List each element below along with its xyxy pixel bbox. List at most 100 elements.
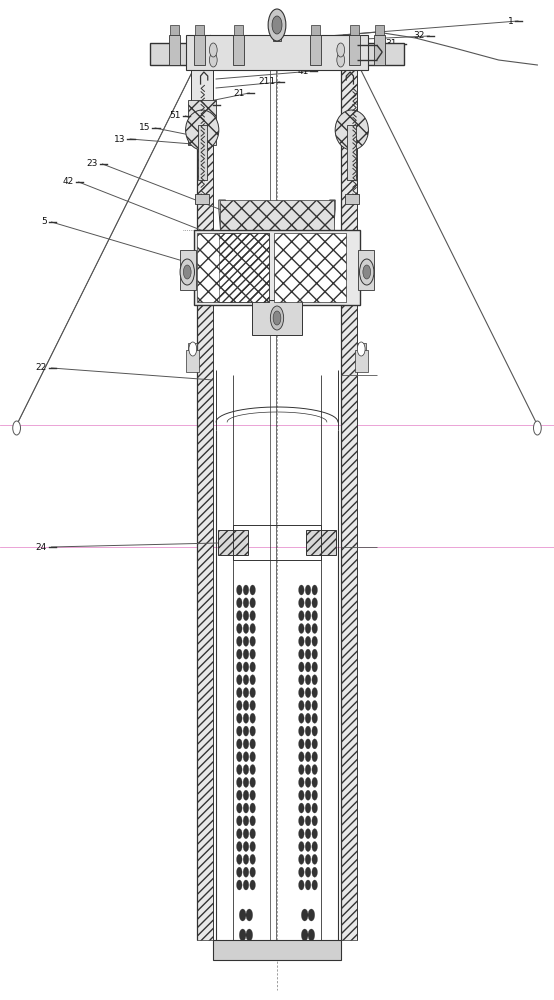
Circle shape	[312, 675, 317, 685]
Circle shape	[243, 662, 249, 672]
Circle shape	[312, 649, 317, 659]
Circle shape	[239, 929, 246, 941]
Text: 12: 12	[330, 56, 342, 66]
Circle shape	[243, 700, 249, 710]
Circle shape	[299, 713, 304, 723]
Circle shape	[243, 752, 249, 762]
Circle shape	[183, 265, 191, 279]
Circle shape	[243, 713, 249, 723]
Bar	[311, 25, 320, 35]
Circle shape	[237, 675, 242, 685]
Circle shape	[301, 909, 308, 921]
Bar	[358, 250, 374, 290]
Circle shape	[237, 585, 242, 595]
Circle shape	[246, 929, 253, 941]
Text: 24: 24	[36, 542, 47, 552]
Circle shape	[237, 829, 242, 839]
Circle shape	[305, 829, 311, 839]
Circle shape	[180, 259, 194, 285]
Circle shape	[312, 726, 317, 736]
Bar	[195, 25, 204, 35]
Circle shape	[237, 752, 242, 762]
Circle shape	[243, 675, 249, 685]
Circle shape	[272, 16, 282, 34]
Bar	[341, 60, 357, 940]
Circle shape	[299, 842, 304, 852]
Circle shape	[237, 765, 242, 775]
Circle shape	[270, 306, 284, 330]
Polygon shape	[219, 200, 335, 279]
Circle shape	[299, 726, 304, 736]
Bar	[375, 25, 384, 35]
Bar	[345, 194, 359, 204]
Bar	[218, 530, 248, 555]
Circle shape	[305, 867, 311, 877]
Circle shape	[305, 598, 311, 608]
Bar	[274, 233, 346, 302]
Circle shape	[237, 636, 242, 646]
Circle shape	[237, 688, 242, 698]
Circle shape	[250, 636, 255, 646]
Text: 21: 21	[233, 89, 245, 98]
Circle shape	[337, 43, 345, 57]
Bar	[357, 343, 366, 355]
Circle shape	[243, 765, 249, 775]
Text: 14: 14	[200, 101, 212, 109]
Circle shape	[299, 611, 304, 621]
Circle shape	[305, 816, 311, 826]
Circle shape	[312, 854, 317, 864]
Circle shape	[312, 623, 317, 633]
Circle shape	[308, 909, 315, 921]
Circle shape	[308, 929, 315, 941]
Circle shape	[237, 611, 242, 621]
Circle shape	[312, 842, 317, 852]
Circle shape	[305, 611, 311, 621]
Circle shape	[250, 739, 255, 749]
Ellipse shape	[186, 110, 219, 150]
Circle shape	[250, 829, 255, 839]
Circle shape	[243, 790, 249, 800]
Circle shape	[299, 816, 304, 826]
Circle shape	[243, 688, 249, 698]
Circle shape	[305, 675, 311, 685]
Circle shape	[299, 649, 304, 659]
Circle shape	[239, 909, 246, 921]
Circle shape	[363, 265, 371, 279]
Circle shape	[250, 752, 255, 762]
Circle shape	[237, 854, 242, 864]
Circle shape	[209, 53, 217, 67]
Circle shape	[312, 752, 317, 762]
Circle shape	[299, 636, 304, 646]
Circle shape	[243, 816, 249, 826]
Circle shape	[312, 829, 317, 839]
Circle shape	[299, 880, 304, 890]
Circle shape	[237, 700, 242, 710]
Circle shape	[299, 598, 304, 608]
Circle shape	[312, 713, 317, 723]
Circle shape	[243, 598, 249, 608]
Circle shape	[312, 777, 317, 787]
Text: 42: 42	[63, 178, 74, 186]
Circle shape	[237, 662, 242, 672]
Circle shape	[250, 816, 255, 826]
Circle shape	[299, 867, 304, 877]
Circle shape	[243, 585, 249, 595]
Circle shape	[243, 829, 249, 839]
Circle shape	[237, 803, 242, 813]
Circle shape	[250, 688, 255, 698]
Circle shape	[305, 752, 311, 762]
Text: 211: 211	[258, 78, 275, 87]
Circle shape	[250, 790, 255, 800]
Circle shape	[299, 739, 304, 749]
Circle shape	[305, 649, 311, 659]
Circle shape	[250, 700, 255, 710]
Bar	[355, 350, 368, 372]
Circle shape	[273, 311, 281, 325]
Circle shape	[305, 765, 311, 775]
Circle shape	[237, 880, 242, 890]
Bar	[213, 940, 341, 960]
Circle shape	[312, 700, 317, 710]
Bar	[349, 35, 360, 65]
Circle shape	[243, 649, 249, 659]
Circle shape	[312, 636, 317, 646]
